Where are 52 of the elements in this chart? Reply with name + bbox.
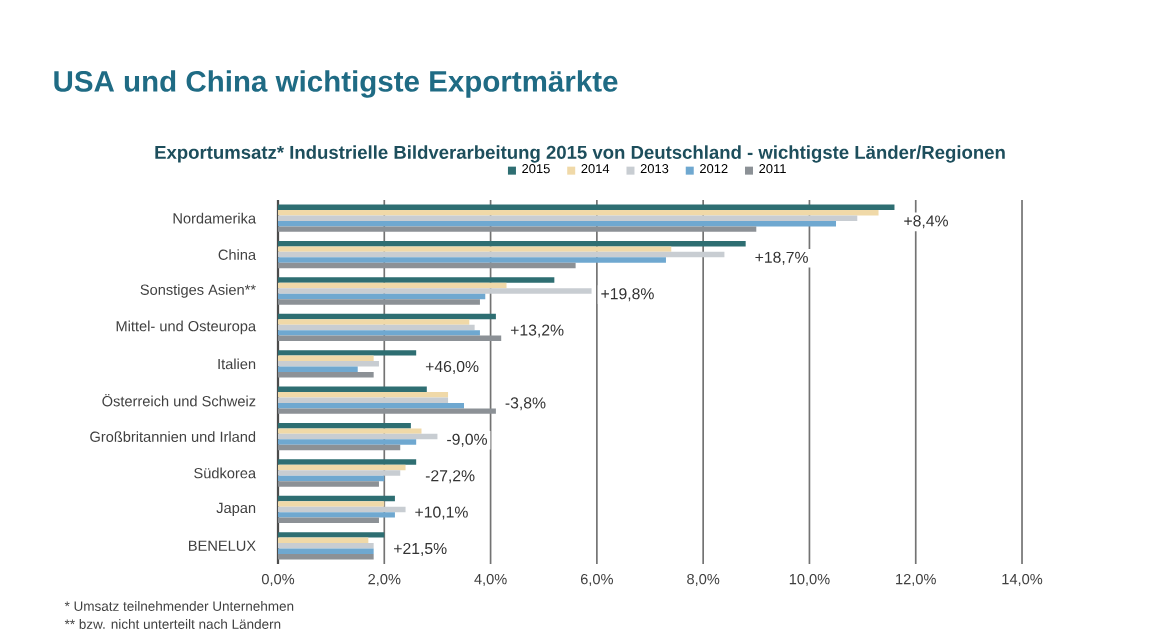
bar [278, 481, 379, 487]
bar [278, 506, 406, 513]
bar [278, 548, 374, 554]
bar [278, 517, 379, 524]
bar [278, 324, 475, 331]
bar [278, 246, 672, 252]
bar [278, 313, 496, 320]
bar [278, 204, 895, 211]
bar [278, 386, 427, 393]
bar [278, 392, 449, 398]
bar [278, 210, 879, 216]
bar [278, 537, 369, 544]
bar [278, 501, 385, 507]
bar [278, 330, 480, 336]
bar [278, 262, 576, 269]
bar [278, 277, 555, 283]
bar [278, 464, 406, 471]
bar [278, 439, 417, 445]
bar [278, 495, 395, 502]
bar [278, 293, 486, 300]
bar [278, 299, 480, 305]
bar [278, 428, 422, 434]
bar [278, 512, 395, 518]
bar [278, 215, 858, 221]
bar [278, 422, 411, 429]
bar [278, 433, 438, 440]
bar [278, 397, 449, 403]
bar [278, 282, 507, 289]
chart-title: USA und China wichtigste Exportmärkte [54, 70, 618, 98]
bar [278, 257, 666, 263]
bar [278, 470, 401, 476]
bar [278, 532, 385, 538]
bar [278, 226, 757, 232]
bar [278, 444, 401, 451]
bar [278, 459, 417, 465]
bar [278, 475, 385, 482]
bar [278, 371, 374, 378]
bar [278, 355, 374, 362]
bar [278, 408, 496, 414]
bar [278, 402, 465, 409]
bar [278, 361, 379, 367]
bar [278, 335, 502, 342]
bar [278, 240, 746, 247]
bar [278, 553, 374, 560]
bar [278, 543, 374, 549]
bar [278, 319, 470, 325]
chart-subtitle: Exportumsatz* Industrielle Bildverarbeitung 2015 von Deutschland - wichtigste Länder/Regionen [155, 145, 1005, 163]
bar [278, 366, 358, 372]
bar [278, 251, 725, 258]
bar [278, 288, 592, 294]
bar [278, 220, 837, 227]
bar [278, 350, 417, 356]
